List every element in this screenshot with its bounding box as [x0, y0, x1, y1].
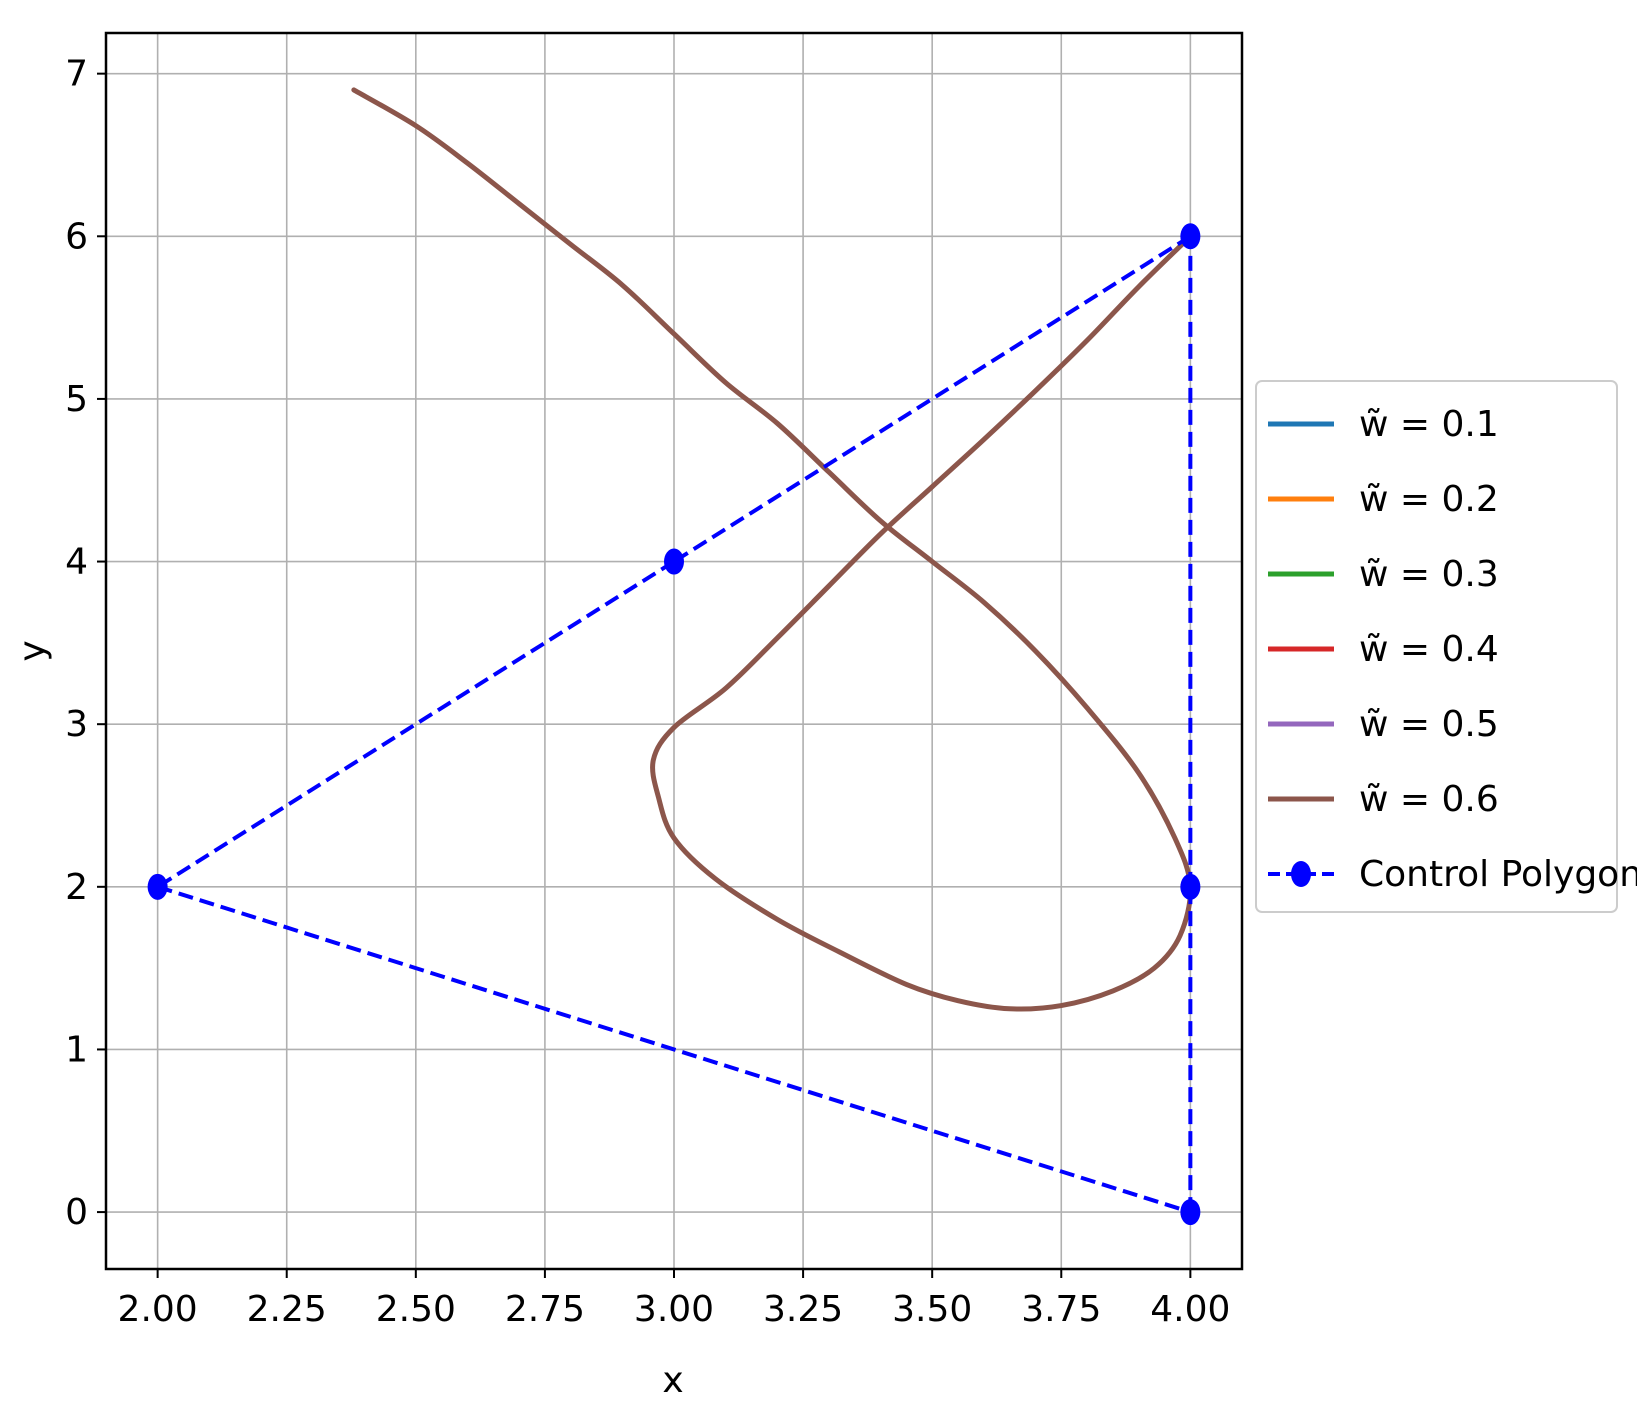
y-tick-label: 2	[65, 867, 88, 908]
legend-item: w̃ = 0.5	[1268, 704, 1499, 745]
legend-item: w̃ = 0.2	[1268, 479, 1499, 520]
x-tick-label: 2.25	[247, 1289, 327, 1330]
x-tick-label: 2.75	[505, 1289, 585, 1330]
x-tick-label: 2.00	[118, 1289, 198, 1330]
control-point	[1180, 873, 1201, 900]
y-tick-label: 3	[65, 704, 88, 745]
x-tick-label: 4.00	[1150, 1289, 1230, 1330]
legend-item: w̃ = 0.1	[1268, 404, 1499, 445]
y-axis-label: y	[12, 640, 53, 661]
legend-label: w̃ = 0.2	[1359, 479, 1499, 520]
legend-label: Control Polygon	[1359, 854, 1637, 895]
y-tick-label: 0	[65, 1192, 88, 1233]
x-axis: 2.00 2.25 2.50 2.75 3.00 3.25 3.50 3.75 4.00	[118, 1269, 1230, 1330]
x-axis-label: x	[662, 1360, 683, 1401]
series-5	[351, 87, 1193, 1012]
y-tick-label: 7	[65, 54, 88, 95]
y-tick-label: 5	[65, 379, 88, 420]
y-tick-label: 6	[65, 216, 88, 257]
control-point	[664, 548, 684, 575]
y-tick-label: 4	[65, 542, 88, 583]
x-tick-label: 3.00	[634, 1289, 714, 1330]
x-tick-label: 3.25	[763, 1289, 843, 1330]
x-tick-label: 3.75	[1021, 1289, 1101, 1330]
series-6	[147, 223, 1201, 1226]
legend-marker	[1291, 861, 1311, 887]
legend-item: w̃ = 0.4	[1268, 629, 1499, 670]
legend-item: w̃ = 0.6	[1268, 779, 1499, 820]
legend: w̃ = 0.1 w̃ = 0.2 w̃ = 0.3 w̃ = 0.4 w̃ = 0.5…	[1255, 380, 1637, 913]
control-point	[1180, 223, 1201, 250]
control-polygon-segment	[672, 234, 1192, 564]
x-tick-label: 2.50	[376, 1289, 456, 1330]
legend-label: w̃ = 0.1	[1359, 404, 1499, 445]
grid	[106, 33, 1242, 1269]
control-point	[147, 873, 168, 900]
legend-box	[1255, 380, 1618, 913]
legend-label: w̃ = 0.6	[1359, 779, 1499, 820]
control-point	[1180, 1199, 1201, 1226]
curve-line	[351, 87, 1193, 1012]
control-polygon-segment	[156, 559, 676, 889]
legend-label: w̃ = 0.5	[1359, 704, 1499, 745]
y-tick-label: 1	[65, 1029, 88, 1070]
x-tick-label: 3.50	[892, 1289, 972, 1330]
legend-item: w̃ = 0.3	[1268, 554, 1499, 595]
legend-label: w̃ = 0.4	[1359, 629, 1499, 670]
legend-item: Control Polygon	[1268, 854, 1637, 895]
legend-label: w̃ = 0.3	[1359, 554, 1499, 595]
y-axis: 0 1 2 3 4 5 6 7	[65, 54, 106, 1233]
control-polygon-segment	[157, 884, 1191, 1214]
series-layer	[147, 87, 1201, 1226]
